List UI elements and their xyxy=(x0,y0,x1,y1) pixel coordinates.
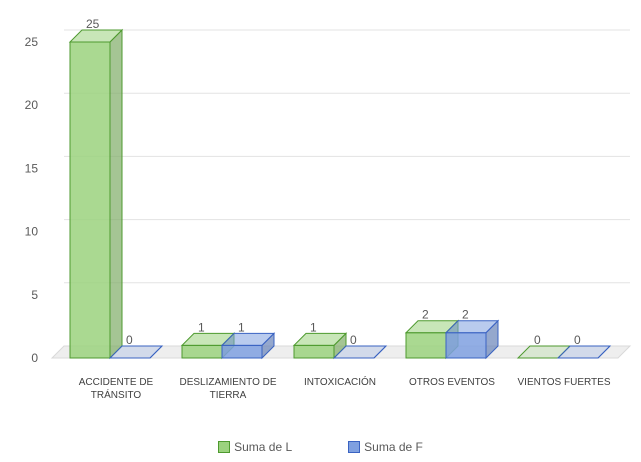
bar-3-1 xyxy=(444,319,500,360)
bar-side-0-0 xyxy=(109,28,123,360)
data-label-3-0: 2 xyxy=(422,308,429,322)
category-label-2-line-0: INTOXICACIÓN xyxy=(304,375,376,388)
bar-2-0 xyxy=(292,332,348,360)
y-tick-label-4: 20 xyxy=(25,98,39,112)
bar-front-3-1 xyxy=(445,332,487,359)
data-labels: 25 0 1 1 1 0 2 2 0 0 xyxy=(86,17,581,347)
bar-top-0-1 xyxy=(108,345,164,359)
category-label-1-line-0: DESLIZAMIENTO DE xyxy=(179,377,276,388)
category-label-0-line-1: TRÁNSITO xyxy=(91,388,142,401)
y-tick-label-3: 15 xyxy=(25,161,39,175)
category-label-1: DESLIZAMIENTO DE TIERRA xyxy=(179,377,276,401)
data-label-0-0: 25 xyxy=(86,17,100,31)
bar-front-1-1 xyxy=(221,344,263,359)
data-label-2-1: 0 xyxy=(350,333,357,347)
data-label-4-0: 0 xyxy=(534,333,541,347)
bar-2-1 xyxy=(332,345,388,359)
data-label-1-0: 1 xyxy=(198,320,205,334)
y-tick-label-1: 5 xyxy=(31,288,38,302)
category-label-0-line-0: ACCIDENTE DE xyxy=(79,377,154,388)
bar-top-2-1 xyxy=(332,345,388,359)
y-tick-label-0: 0 xyxy=(31,351,38,365)
category-label-2: INTOXICACIÓN xyxy=(304,375,376,388)
bar-top-4-1 xyxy=(556,345,612,359)
bar-1-1 xyxy=(220,332,276,360)
category-label-3-line-0: OTROS EVENTOS xyxy=(409,377,495,388)
legend-swatch-f xyxy=(348,441,361,453)
bar-top-1-1 xyxy=(220,332,276,346)
bar-front-2-0 xyxy=(293,344,335,359)
data-label-3-1: 2 xyxy=(462,308,469,322)
data-label-1-1: 1 xyxy=(238,320,245,334)
bar-front-3-0 xyxy=(405,332,447,359)
bar-0-1 xyxy=(108,345,164,359)
gridlines xyxy=(64,29,630,347)
bar-4-1 xyxy=(556,345,612,359)
legend-label-l: Suma de L xyxy=(234,440,293,454)
bar-top-3-1 xyxy=(444,320,500,334)
data-label-4-1: 0 xyxy=(574,333,581,347)
bar-top-0-0 xyxy=(68,29,124,43)
bars xyxy=(68,28,612,360)
bar-front-0-0 xyxy=(69,41,111,359)
legend-item-f: Suma de F xyxy=(348,440,423,454)
bar-top-2-0 xyxy=(292,332,348,346)
bar-front-1-0 xyxy=(181,344,223,359)
category-label-4: VIENTOS FUERTES xyxy=(518,377,611,388)
data-label-2-0: 1 xyxy=(310,320,317,334)
data-label-0-1: 0 xyxy=(126,333,133,347)
y-tick-label-2: 10 xyxy=(25,225,39,239)
category-label-4-line-0: VIENTOS FUERTES xyxy=(518,377,611,388)
legend-swatch-l xyxy=(218,441,231,453)
x-axis-categories: ACCIDENTE DE TRÁNSITO DESLIZAMIENTO DE TIER… xyxy=(79,375,611,401)
category-label-3: OTROS EVENTOS xyxy=(409,377,495,388)
category-label-0: ACCIDENTE DE TRÁNSITO xyxy=(79,377,154,401)
y-axis-ticks: 0 5 10 15 20 25 xyxy=(25,35,39,365)
category-label-1-line-1: TIERRA xyxy=(210,390,247,401)
y-tick-label-5: 25 xyxy=(25,35,39,49)
legend-label-f: Suma de F xyxy=(364,440,423,454)
legend: Suma de L Suma de F xyxy=(0,440,641,454)
legend-item-l: Suma de L xyxy=(218,440,292,454)
bar-0-0 xyxy=(68,28,124,360)
